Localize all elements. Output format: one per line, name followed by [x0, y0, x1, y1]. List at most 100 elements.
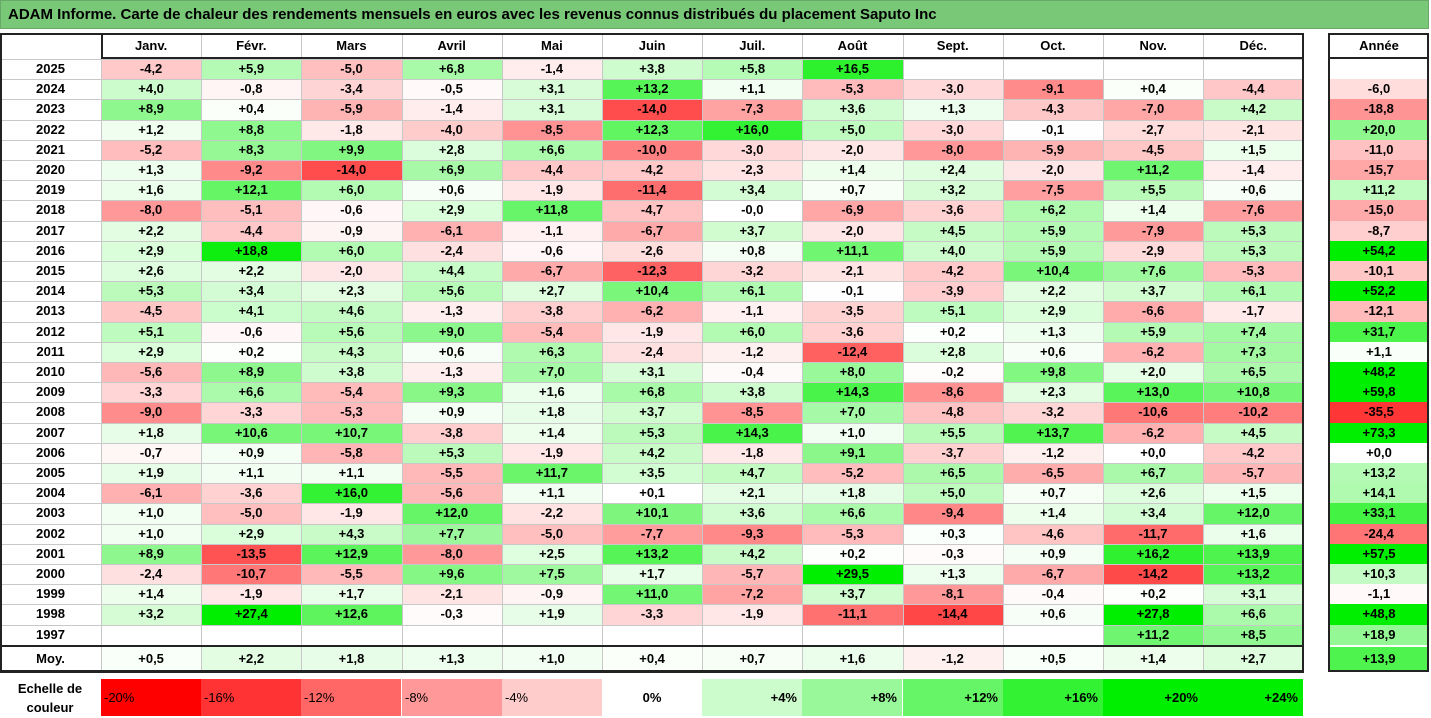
- heatmap-cell: +7,7: [401, 523, 502, 544]
- heatmap-cell: +1,4: [1103, 200, 1204, 221]
- heatmap-cell: +0,9: [1002, 543, 1103, 564]
- heatmap-cell: +0,9: [401, 402, 502, 423]
- heatmap-cell: -9,1: [1002, 79, 1103, 100]
- heatmap-cell: +0,2: [802, 543, 903, 564]
- heatmap-cell: -5,1: [201, 200, 302, 221]
- heatmap-cell: +6,7: [1103, 463, 1204, 484]
- heatmap-cell: +1,0: [802, 422, 903, 443]
- heatmap-cell: [1002, 624, 1103, 645]
- year-label: 2015: [0, 261, 101, 282]
- heatmap-cell: -8,0: [101, 200, 202, 221]
- grid-line: [201, 34, 202, 671]
- grid-line: [0, 281, 1304, 282]
- heatmap-cell: [1103, 59, 1204, 80]
- heatmap-cell: +6,6: [501, 139, 602, 160]
- heatmap-cell: -5,3: [802, 523, 903, 544]
- grid-line: [602, 34, 603, 671]
- heatmap-cell: +3,8: [602, 59, 703, 80]
- average-cell: +1,6: [802, 646, 903, 671]
- heatmap-cell: +6,6: [201, 382, 302, 403]
- heatmap-cell: +13,0: [1103, 382, 1204, 403]
- heatmap-cell: +3,4: [201, 281, 302, 302]
- grid-line: [0, 402, 1304, 403]
- heatmap-cell: [201, 624, 302, 645]
- heatmap-cell: +0,2: [902, 321, 1003, 342]
- heatmap-cell: +7,4: [1203, 321, 1304, 342]
- heatmap-cell: +27,4: [201, 604, 302, 625]
- annual-cell: -8,7: [1329, 220, 1429, 241]
- heatmap-cell: -4,5: [101, 301, 202, 322]
- heatmap-cell: +2,0: [1103, 362, 1204, 383]
- month-header: Sept.: [902, 34, 1003, 58]
- heatmap-cell: +1,5: [1203, 483, 1304, 504]
- heatmap-cell: -6,7: [1002, 564, 1103, 585]
- grid-line: [1003, 34, 1004, 671]
- heatmap-cell: -2,3: [702, 160, 803, 181]
- grid-line: [0, 503, 1304, 504]
- heatmap-cell: +1,5: [1203, 139, 1304, 160]
- heatmap-cell: +0,3: [902, 523, 1003, 544]
- heatmap-cell: -14,4: [902, 604, 1003, 625]
- heatmap-cell: [401, 624, 502, 645]
- heatmap-cell: -0,1: [1002, 119, 1103, 140]
- grid-line: [502, 34, 503, 671]
- heatmap-cell: -6,1: [401, 220, 502, 241]
- grid-line: [0, 221, 1304, 222]
- heatmap-cell: -5,9: [301, 99, 402, 120]
- heatmap-cell: +16,0: [301, 483, 402, 504]
- heatmap-cell: +5,9: [201, 59, 302, 80]
- heatmap-cell: +7,5: [501, 564, 602, 585]
- grid-line: [101, 34, 102, 671]
- heatmap-cell: -3,2: [702, 261, 803, 282]
- annual-cell: -15,7: [1329, 160, 1429, 181]
- heatmap-cell: -1,9: [702, 604, 803, 625]
- heatmap-cell: -0,7: [101, 442, 202, 463]
- heatmap-cell: -10,6: [1103, 402, 1204, 423]
- heatmap-cell: +6,5: [902, 463, 1003, 484]
- heatmap-cell: -9,2: [201, 160, 302, 181]
- heatmap-cell: +2,9: [401, 200, 502, 221]
- heatmap-cell: +10,1: [602, 503, 703, 524]
- year-label: 2006: [0, 442, 101, 463]
- month-header: Déc.: [1203, 34, 1304, 58]
- year-label: 2007: [0, 422, 101, 443]
- grid-line: [0, 241, 1304, 242]
- grid-line: [0, 382, 1304, 383]
- heatmap-cell: -7,3: [702, 99, 803, 120]
- heatmap-cell: -1,1: [501, 220, 602, 241]
- heatmap-cell: -5,4: [301, 382, 402, 403]
- heatmap-cell: -10,0: [602, 139, 703, 160]
- heatmap-cell: +9,8: [1002, 362, 1103, 383]
- heatmap-cell: +6,0: [301, 180, 402, 201]
- heatmap-cell: -3,4: [301, 79, 402, 100]
- heatmap-cell: +4,0: [101, 79, 202, 100]
- heatmap-cell: -4,4: [1203, 79, 1304, 100]
- heatmap-cell: +9,0: [401, 321, 502, 342]
- annual-cell: -15,0: [1329, 200, 1429, 221]
- annual-cell: +1,1: [1329, 341, 1429, 362]
- grid-line: [0, 59, 1304, 60]
- heatmap-cell: +6,5: [1203, 362, 1304, 383]
- year-label: 2020: [0, 160, 101, 181]
- heatmap-cell: -12,3: [602, 261, 703, 282]
- heatmap-cell: +8,9: [101, 543, 202, 564]
- heatmap-cell: -7,9: [1103, 220, 1204, 241]
- heatmap-cell: -2,0: [1002, 160, 1103, 181]
- grid-line: [0, 160, 1304, 161]
- heatmap-cell: +2,9: [101, 240, 202, 261]
- heatmap-cell: -2,2: [501, 503, 602, 524]
- heatmap-cell: -5,2: [802, 463, 903, 484]
- heatmap-cell: -2,1: [401, 584, 502, 605]
- grid-line: [0, 79, 1304, 80]
- average-cell: +0,5: [101, 646, 202, 671]
- heatmap-cell: +3,6: [802, 99, 903, 120]
- heatmap-cell: +0,6: [1002, 604, 1103, 625]
- grid-line: [0, 322, 1304, 323]
- grid-line: [0, 120, 1304, 121]
- heatmap-cell: +13,2: [1203, 564, 1304, 585]
- heatmap-cell: +4,3: [301, 341, 402, 362]
- color-scale-swatch: -8%: [402, 679, 502, 716]
- heatmap-cell: -4,8: [902, 402, 1003, 423]
- heatmap-cell: -1,9: [201, 584, 302, 605]
- heatmap-cell: -0,9: [301, 220, 402, 241]
